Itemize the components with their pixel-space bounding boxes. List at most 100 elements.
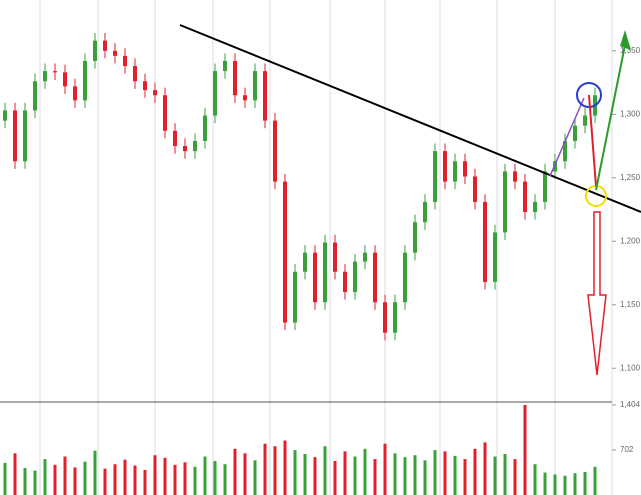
drop-arrow — [588, 94, 597, 187]
volume-bar — [353, 456, 357, 495]
candle-body — [113, 50, 117, 56]
candle-body — [3, 110, 7, 121]
candle-body — [503, 171, 507, 233]
volume-bar — [523, 404, 527, 495]
candle-body — [563, 140, 567, 162]
candle-body — [313, 252, 317, 303]
candle-body — [463, 161, 467, 177]
volume-bar — [333, 461, 337, 495]
candle-body — [193, 140, 197, 152]
volume-bar — [443, 451, 447, 495]
volume-bar — [163, 457, 167, 495]
volume-bar — [263, 443, 267, 495]
candle-body — [283, 181, 287, 323]
candle-body — [263, 71, 267, 121]
volume-bar — [63, 456, 67, 495]
volume-bar — [133, 465, 137, 495]
volume-bar — [243, 453, 247, 495]
candle-body — [413, 222, 417, 253]
candle-body — [173, 130, 177, 147]
candle-body — [163, 95, 167, 131]
volume-bar — [433, 450, 437, 495]
candle-body — [433, 151, 437, 202]
volume-bar — [323, 446, 327, 495]
marks: 1,100 1,150 1,200 1,250 1,300 1,350 702 1,404 — [3, 33, 641, 495]
annotations — [179, 24, 641, 376]
y-tick-label: 702 — [620, 445, 634, 454]
y-tick-label: 1,200 — [620, 236, 641, 245]
volume-bar — [213, 461, 217, 495]
y-tick-label: 1,300 — [620, 109, 641, 118]
candle-body — [583, 115, 587, 126]
volume-bar — [13, 453, 17, 495]
candle-body — [343, 271, 347, 293]
candle-body — [123, 55, 127, 67]
candle-body — [143, 81, 147, 91]
volume-bar — [493, 456, 497, 495]
up-arrowhead — [620, 30, 631, 50]
volume-bar — [233, 448, 237, 495]
candle-body — [303, 252, 307, 272]
volume-bar — [103, 468, 107, 495]
volume-bar — [413, 455, 417, 495]
trend-line — [179, 24, 641, 213]
candle-body — [233, 60, 237, 96]
volume-bar — [403, 457, 407, 495]
volume-bar — [563, 475, 567, 495]
candle-body — [533, 201, 537, 213]
candle-body — [43, 71, 47, 82]
y-tick-label: 1,404 — [620, 400, 641, 409]
candle-body — [293, 271, 297, 323]
y-tick-label: 1,350 — [620, 46, 641, 55]
volume-bar — [53, 464, 57, 495]
candle-body — [373, 252, 377, 303]
volume-bar — [113, 464, 117, 495]
candle-body — [183, 146, 187, 152]
candle-body — [53, 71, 57, 73]
candle-body — [333, 242, 337, 272]
candle-body — [403, 252, 407, 303]
candle-body — [443, 151, 447, 182]
volume-bar — [363, 448, 367, 495]
volume-bar — [543, 472, 547, 495]
volume-bar — [553, 474, 557, 495]
y-tick-label: 1,250 — [620, 173, 641, 182]
volume-bar — [593, 466, 597, 495]
candle-body — [573, 125, 577, 141]
candle-body — [353, 261, 357, 293]
candle-body — [273, 120, 277, 182]
volume-bar — [393, 453, 397, 495]
volume-bar — [183, 462, 187, 495]
candle-body — [103, 40, 107, 51]
candle-body — [323, 242, 327, 303]
candle-body — [513, 171, 517, 182]
candle-body — [203, 115, 207, 141]
candle-body — [393, 302, 397, 333]
volume-bar — [3, 462, 7, 495]
candle-body — [23, 110, 27, 162]
volume-bar — [43, 459, 47, 495]
candle-body — [223, 60, 227, 72]
volume-bar — [303, 453, 307, 495]
volume-bar — [293, 450, 297, 495]
volume-bar — [153, 455, 157, 495]
volume-bar — [33, 470, 37, 495]
y-tick-label: 1,150 — [620, 300, 641, 309]
volume-bar — [253, 460, 257, 495]
rise-line — [549, 97, 585, 177]
candle-body — [213, 71, 217, 116]
candle-body — [83, 60, 87, 101]
candle-body — [543, 171, 547, 202]
volume-bar — [513, 459, 517, 495]
candle-body — [133, 66, 137, 82]
volume-bar — [283, 440, 287, 495]
volume-bar — [23, 468, 27, 495]
volume-bar — [383, 443, 387, 495]
down-block-arrow — [587, 211, 607, 376]
volume-bar — [203, 456, 207, 495]
up-arrow — [595, 44, 626, 191]
volume-bar — [503, 453, 507, 495]
y-tick-label: 1,100 — [620, 363, 641, 372]
